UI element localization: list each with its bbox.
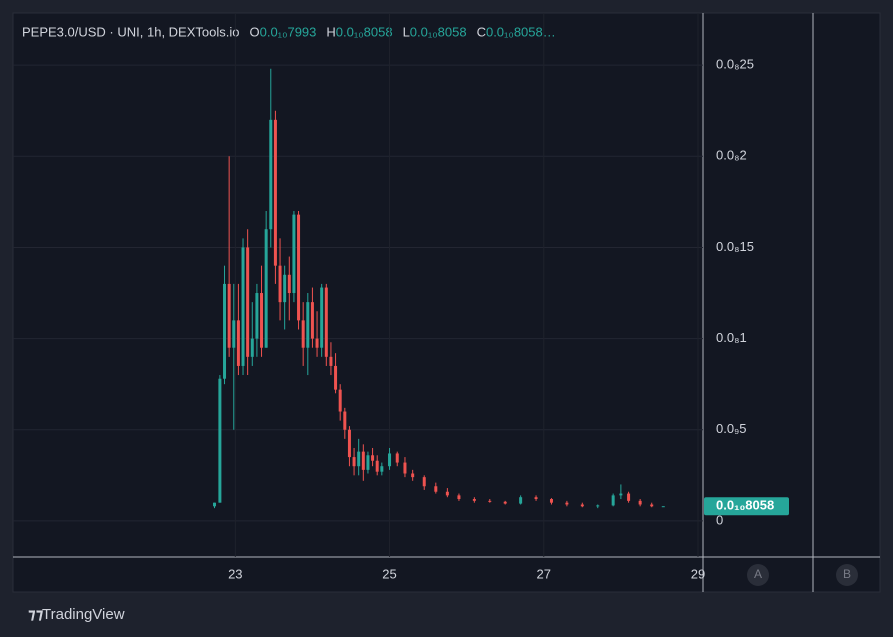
candle-body bbox=[611, 495, 615, 506]
x-tick-label: 27 bbox=[537, 566, 551, 581]
candle-body bbox=[343, 411, 347, 430]
candle-body bbox=[380, 466, 384, 472]
candle-body bbox=[334, 365, 338, 390]
candle-body bbox=[472, 499, 476, 501]
candle-body bbox=[395, 453, 399, 463]
x-tick-label: 25 bbox=[382, 566, 396, 581]
last-price-label: 0.0₁₀8058 bbox=[716, 498, 774, 513]
brand: TradingView bbox=[42, 606, 125, 623]
candle-body bbox=[534, 497, 538, 500]
candle-body bbox=[411, 473, 415, 478]
ohlc-value: 0.0₁₀8058… bbox=[486, 24, 556, 39]
candle-body bbox=[287, 274, 291, 294]
pane-button[interactable] bbox=[747, 564, 769, 586]
candle-body bbox=[580, 504, 584, 507]
pane-button[interactable] bbox=[836, 564, 858, 586]
candle-body bbox=[366, 455, 370, 470]
candle-body bbox=[596, 505, 600, 507]
pane-button-label[interactable]: A bbox=[754, 567, 762, 581]
candle-body bbox=[297, 214, 301, 321]
candle-body bbox=[661, 506, 665, 508]
pane-button-label[interactable]: B bbox=[843, 567, 851, 581]
ohlc-label: C bbox=[477, 24, 486, 39]
ohlc-value: 0.0₁₀8058 bbox=[410, 24, 467, 39]
ohlc-value: 0.0₁₀8058 bbox=[336, 24, 393, 39]
y-tick-label: 0.0₈1 bbox=[716, 330, 747, 345]
y-tick-label: 0.0₈15 bbox=[716, 239, 754, 254]
candle-body bbox=[218, 378, 222, 503]
candle-body bbox=[549, 499, 553, 503]
y-tick-label: 0.0₈25 bbox=[716, 57, 754, 72]
candle-body bbox=[638, 500, 642, 505]
candle-body bbox=[503, 501, 507, 504]
candle-body bbox=[445, 491, 449, 496]
candle-body bbox=[301, 320, 305, 348]
candle-body bbox=[357, 451, 361, 467]
candle-body bbox=[361, 451, 365, 470]
brand-logo: ⁊⁊ bbox=[28, 606, 43, 623]
x-tick-label: 29 bbox=[691, 566, 705, 581]
y-tick-label: 0.0₉5 bbox=[716, 421, 746, 436]
ohlc-label: H bbox=[326, 24, 335, 39]
candle-body bbox=[278, 265, 282, 303]
ohlc-label: O bbox=[249, 24, 259, 39]
candle-body bbox=[292, 214, 296, 294]
candle-body bbox=[283, 274, 287, 303]
x-tick-label: 23 bbox=[228, 566, 242, 581]
candle-body bbox=[306, 302, 310, 348]
candle-body bbox=[273, 119, 277, 266]
candle-body bbox=[310, 302, 314, 339]
candle-body bbox=[422, 477, 426, 487]
candle-body bbox=[371, 455, 375, 461]
candle-body bbox=[347, 429, 351, 458]
candle-body bbox=[619, 493, 623, 496]
candle-body bbox=[232, 320, 236, 348]
y-tick-label: 0 bbox=[716, 512, 723, 527]
candle-body bbox=[627, 493, 631, 501]
candle-body bbox=[650, 504, 654, 507]
candle-body bbox=[565, 502, 569, 505]
candle-body bbox=[315, 338, 319, 348]
candle-body bbox=[223, 283, 227, 379]
chart-frame bbox=[12, 12, 881, 593]
candle-body bbox=[269, 119, 273, 230]
candle-body bbox=[264, 229, 268, 348]
last-price-box bbox=[704, 497, 789, 516]
chart-title: PEPE3.0/USD · UNI, 1h, DEXTools.io bbox=[22, 24, 239, 39]
candle-body bbox=[246, 247, 250, 357]
candle-body bbox=[250, 338, 254, 357]
candle-body bbox=[227, 283, 231, 348]
candle-body bbox=[375, 460, 379, 472]
candle-body bbox=[320, 287, 324, 348]
candle-body bbox=[338, 389, 342, 412]
candle-body bbox=[488, 500, 492, 502]
candle-body bbox=[236, 320, 240, 366]
ohlc-value: 0.0₁₀7993 bbox=[260, 24, 317, 39]
candle-body bbox=[255, 293, 259, 339]
candle-body bbox=[329, 356, 333, 366]
ohlc-label: L bbox=[403, 24, 410, 39]
y-tick-label: 0.0₈2 bbox=[716, 148, 747, 163]
candle-body bbox=[519, 497, 523, 504]
candle-body bbox=[324, 287, 328, 357]
candle-body bbox=[434, 486, 438, 492]
candle-body bbox=[260, 293, 264, 348]
candle-body bbox=[212, 502, 216, 507]
candle-body bbox=[352, 457, 356, 467]
candle-body bbox=[457, 495, 461, 500]
candle-body bbox=[241, 247, 245, 366]
candle-body bbox=[403, 462, 407, 474]
candle-body bbox=[388, 453, 392, 467]
